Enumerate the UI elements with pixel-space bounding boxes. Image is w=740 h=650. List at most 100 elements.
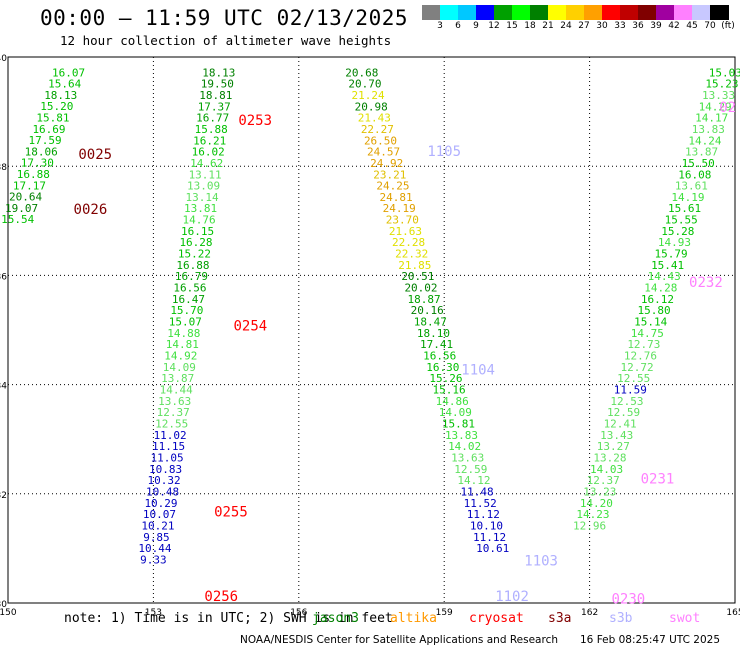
color-swatch bbox=[512, 5, 531, 20]
wave-height-value: 16.30 bbox=[426, 361, 459, 374]
lon-tick-label: 153 bbox=[145, 608, 162, 618]
color-swatch bbox=[638, 5, 657, 20]
pass-time-label: 02 bbox=[719, 100, 736, 116]
wave-height-value: 15.20 bbox=[40, 100, 73, 113]
wave-height-value: 13.81 bbox=[184, 202, 217, 215]
wave-height-value: 24.25 bbox=[376, 180, 409, 193]
wave-height-value: 17.37 bbox=[198, 100, 231, 113]
wave-height-value: 10.32 bbox=[147, 474, 180, 487]
wave-height-value: 24.81 bbox=[380, 191, 413, 204]
wave-height-value: 14.02 bbox=[448, 440, 481, 453]
color-swatch bbox=[422, 5, 441, 20]
lon-tick-label: 162 bbox=[581, 608, 598, 618]
wave-height-value: 13.87 bbox=[685, 146, 718, 159]
color-scale-label: 12 bbox=[488, 21, 500, 31]
wave-height-value: 20.51 bbox=[401, 270, 434, 283]
wave-height-value: 14.43 bbox=[648, 270, 681, 283]
wave-height-value: 21.43 bbox=[358, 112, 391, 125]
wave-height-value: 11.15 bbox=[152, 440, 185, 453]
wave-height-value: 15.41 bbox=[651, 259, 684, 272]
wave-height-value: 13.61 bbox=[675, 180, 708, 193]
wave-height-value: 11.52 bbox=[464, 497, 497, 510]
pass-time-label: 1104 bbox=[461, 362, 495, 378]
wave-height-value: 23.70 bbox=[386, 214, 419, 227]
wave-height-value: 15.16 bbox=[432, 384, 465, 397]
wave-height-value: 18.13 bbox=[44, 89, 77, 102]
color-scale-label: 21 bbox=[542, 21, 554, 31]
wave-height-value: 13.14 bbox=[186, 191, 219, 204]
footer-credit: NOAA/NESDIS Center for Satellite Applica… bbox=[240, 634, 558, 646]
wave-height-value: 14.09 bbox=[163, 361, 196, 374]
wave-height-value: 16.69 bbox=[32, 123, 65, 136]
wave-height-value: 14.17 bbox=[695, 112, 728, 125]
legend-entry-s3a: s3a bbox=[548, 611, 572, 626]
color-scale-labels: 3 6 9 12 15 18 21 24 27 30 33 36 39 42 45 70 (ft) bbox=[422, 21, 738, 33]
legend-entry-cryosat: cryosat bbox=[469, 611, 524, 626]
wave-height-value: 14.75 bbox=[631, 327, 664, 340]
wave-height-value: 17.41 bbox=[420, 338, 453, 351]
wave-height-value: 16.88 bbox=[176, 259, 209, 272]
color-scale-label: 42 bbox=[668, 21, 680, 31]
wave-height-value: 13.87 bbox=[161, 372, 194, 385]
lat-tick-label: 32 bbox=[0, 491, 7, 501]
wave-height-value: 12.37 bbox=[157, 406, 190, 419]
legend-entry-altika: altika bbox=[390, 611, 437, 626]
wave-height-value: 11.48 bbox=[461, 485, 494, 498]
wave-height-value: 11.02 bbox=[154, 429, 187, 442]
pass-time-label: 0256 bbox=[204, 589, 238, 605]
lon-tick-label: 156 bbox=[290, 608, 307, 618]
wave-height-value: 14.44 bbox=[160, 384, 193, 397]
wave-height-value: 12.73 bbox=[627, 338, 660, 351]
wave-height-value: 20.16 bbox=[411, 304, 444, 317]
color-swatch bbox=[566, 5, 585, 20]
wave-height-value: 12.55 bbox=[617, 372, 650, 385]
wave-height-value: 14.09 bbox=[439, 406, 472, 419]
wave-height-value: 15.61 bbox=[668, 202, 701, 215]
wave-height-value: 18.87 bbox=[408, 293, 441, 306]
wave-height-value: 20.68 bbox=[345, 66, 378, 79]
wave-height-value: 14.92 bbox=[164, 350, 197, 363]
pass-time-label: 0026 bbox=[74, 202, 108, 218]
footer-note: note: 1) Time is in UTC; 2) SWH is in fe… bbox=[64, 611, 393, 626]
wave-height-value: 18.13 bbox=[202, 66, 235, 79]
wave-height-value: 16.07 bbox=[52, 66, 85, 79]
lat-tick-label: 38 bbox=[0, 163, 7, 173]
wave-height-value: 11.05 bbox=[151, 451, 184, 464]
wave-height-value: 10.44 bbox=[138, 542, 171, 555]
color-swatch bbox=[692, 5, 711, 20]
wave-height-value: 15.70 bbox=[170, 304, 203, 317]
wave-height-value: 12.59 bbox=[454, 463, 487, 476]
pass-time-label: 1105 bbox=[427, 144, 461, 160]
legend-entry-jason3: jason3 bbox=[312, 611, 359, 626]
wave-height-value: 13.28 bbox=[593, 451, 626, 464]
pass-time-label: 0231 bbox=[641, 472, 675, 488]
wave-height-value: 13.43 bbox=[600, 429, 633, 442]
color-swatch bbox=[656, 5, 675, 20]
map-title: 00:00 – 11:59 UTC 02/13/2025 bbox=[40, 6, 409, 30]
wave-height-value: 19.07 bbox=[5, 202, 38, 215]
wave-height-value: 10.10 bbox=[470, 519, 503, 532]
pass-time-label: 0255 bbox=[214, 504, 248, 520]
wave-height-value: 13.11 bbox=[189, 168, 222, 181]
wave-height-value: 23.21 bbox=[373, 168, 406, 181]
wave-height-value: 10.07 bbox=[143, 508, 176, 521]
wave-height-value: 11.12 bbox=[473, 531, 506, 544]
wave-height-value: 14.76 bbox=[182, 214, 215, 227]
color-scale-label: 9 bbox=[473, 21, 479, 31]
wave-height-value: 12.96 bbox=[573, 519, 606, 532]
wave-height-value: 14.23 bbox=[576, 508, 609, 521]
wave-height-value: 14.20 bbox=[580, 497, 613, 510]
wave-height-value: 19.50 bbox=[201, 78, 234, 91]
wave-height-value: 16.08 bbox=[678, 168, 711, 181]
pass-time-label: 0230 bbox=[612, 592, 646, 608]
wave-height-value: 17.30 bbox=[21, 157, 54, 170]
wave-height-value: 16.15 bbox=[181, 225, 214, 238]
color-swatch bbox=[584, 5, 603, 20]
wave-height-value: 16.47 bbox=[172, 293, 205, 306]
wave-height-value: 13.09 bbox=[187, 180, 220, 193]
wave-height-value: 10.83 bbox=[149, 463, 182, 476]
legend-entry-swot: swot bbox=[669, 611, 701, 626]
wave-height-value: 16.21 bbox=[193, 134, 226, 147]
wave-height-value: 17.59 bbox=[29, 134, 62, 147]
wave-height-value: 16.56 bbox=[173, 282, 206, 295]
